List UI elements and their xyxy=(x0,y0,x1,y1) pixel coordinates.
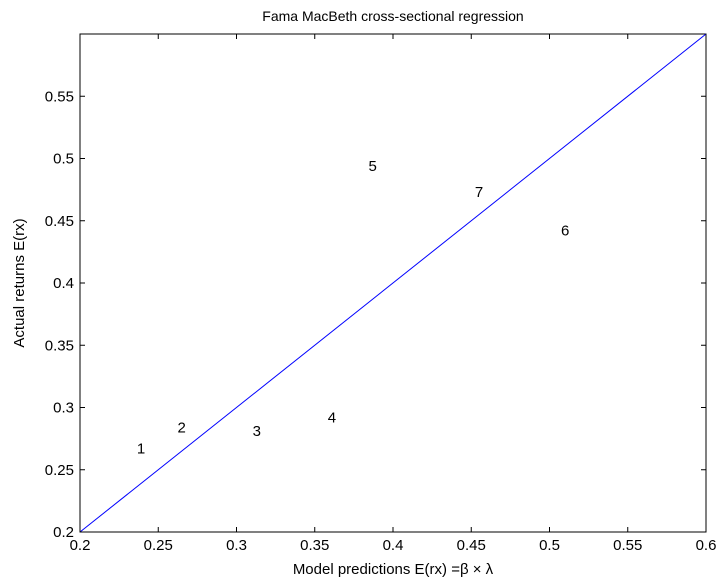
y-tick-label: 0.25 xyxy=(45,462,74,479)
data-point-label: 7 xyxy=(475,184,483,201)
x-tick-label: 0.35 xyxy=(300,537,329,554)
x-tick-label: 0.5 xyxy=(539,537,560,554)
chart-title: Fama MacBeth cross-sectional regression xyxy=(262,8,523,24)
x-tick-label: 0.45 xyxy=(457,537,486,554)
y-tick-label: 0.55 xyxy=(45,88,74,105)
y-tick-label: 0.4 xyxy=(53,275,74,292)
data-point-label: 3 xyxy=(253,423,261,440)
x-tick-label: 0.55 xyxy=(613,537,642,554)
x-tick-label: 0.2 xyxy=(70,537,91,554)
data-point-label: 5 xyxy=(368,158,376,175)
y-tick-label: 0.45 xyxy=(45,213,74,230)
y-axis-title: Actual returns E(rx) xyxy=(11,218,28,347)
x-tick-label: 0.3 xyxy=(226,537,247,554)
data-point-label: 4 xyxy=(328,409,336,426)
data-point-label: 1 xyxy=(137,441,145,458)
data-point-label: 6 xyxy=(561,223,569,240)
x-tick-label: 0.25 xyxy=(144,537,173,554)
y-tick-label: 0.5 xyxy=(53,151,74,168)
x-tick-label: 0.6 xyxy=(696,537,717,554)
reference-line xyxy=(79,33,707,533)
data-point-label: 2 xyxy=(178,419,186,436)
x-tick-label: 0.4 xyxy=(383,537,404,554)
y-tick-label: 0.3 xyxy=(53,400,74,417)
y-tick-label: 0.35 xyxy=(45,337,74,354)
x-axis-title: Model predictions E(rx) =β × λ xyxy=(293,561,494,578)
y-tick-label: 0.2 xyxy=(53,524,74,541)
